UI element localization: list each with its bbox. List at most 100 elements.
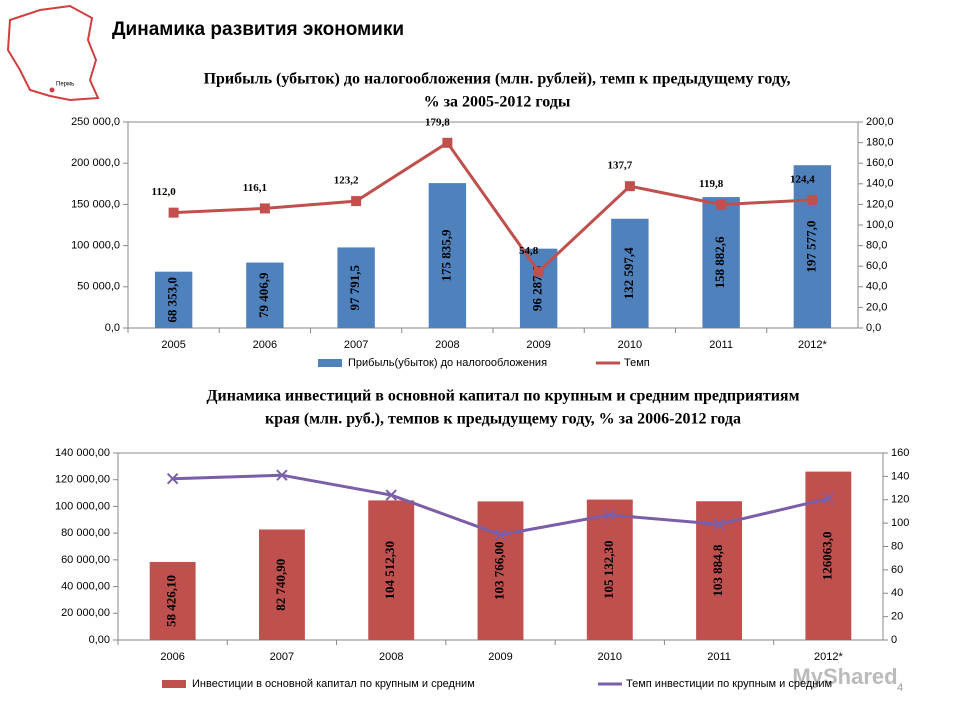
- x-tick-label: 2006: [160, 651, 184, 663]
- line-value-label: 112,0: [152, 186, 177, 198]
- line-marker: [168, 207, 179, 218]
- y2-tick-label: 60,0: [866, 260, 887, 272]
- y2-tick-label: 180,0: [866, 137, 894, 149]
- legend-label: Темп инвестиции по крупным и средним: [626, 678, 832, 690]
- watermark: MyShared: [792, 664, 897, 689]
- line-marker: [713, 518, 725, 531]
- line-marker: [807, 194, 818, 205]
- line-marker: [716, 199, 727, 210]
- bar: [368, 500, 415, 640]
- y-tick-label: 100 000,00: [55, 500, 110, 512]
- y2-tick-label: 20: [891, 611, 903, 623]
- bar-value-label: 197 577,0: [803, 221, 818, 273]
- y2-tick-label: 120: [891, 494, 909, 506]
- bar-value-label: 97 791,5: [347, 264, 362, 310]
- y2-tick-label: 140,0: [866, 178, 894, 190]
- y-tick-label: 140 000,00: [55, 447, 110, 459]
- legend-label: Темп: [624, 357, 650, 369]
- x-tick-label: 2012*: [798, 339, 827, 351]
- slide-title: Динамика развития экономики: [112, 19, 404, 40]
- x-tick-label: 2009: [526, 339, 550, 351]
- line-marker: [276, 469, 288, 481]
- y2-tick-label: 140: [891, 470, 909, 482]
- city-dot: [49, 87, 55, 93]
- y-tick-label: 150 000,0: [71, 198, 120, 210]
- y-tick-label: 250 000,0: [71, 116, 120, 128]
- y2-tick-label: 0: [891, 634, 897, 646]
- legend-label: Инвестиции в основной капитал по крупным…: [192, 678, 475, 690]
- line-value-label: 124,4: [790, 173, 815, 185]
- bar-value-label: 105 132,30: [601, 541, 616, 600]
- line-marker: [494, 529, 507, 541]
- bar-value-label: 82 740,90: [273, 559, 288, 611]
- y2-tick-label: 20,0: [866, 301, 887, 313]
- y-tick-label: 200 000,0: [71, 157, 120, 169]
- y-tick-label: 60 000,00: [61, 554, 110, 566]
- line-marker: [624, 181, 635, 192]
- line-marker: [604, 509, 616, 521]
- y-tick-label: 80 000,00: [61, 527, 110, 539]
- bar: [258, 529, 305, 640]
- bar-value-label: 79 406,9: [256, 272, 271, 318]
- bar-value-label: 104 512,30: [382, 541, 397, 600]
- bar-value-label: 132 597,4: [621, 247, 636, 300]
- line-marker: [351, 196, 362, 207]
- chart-title: % за 2005-2012 годы: [424, 94, 571, 111]
- line-value-label: 119,8: [699, 178, 724, 190]
- line-marker: [385, 489, 397, 501]
- y2-tick-label: 40: [891, 587, 903, 599]
- y-tick-label: 20 000,00: [61, 607, 110, 619]
- x-tick-label: 2010: [598, 651, 622, 663]
- bar: [611, 218, 649, 328]
- y-tick-label: 0,00: [89, 634, 110, 646]
- y2-tick-label: 80,0: [866, 240, 887, 252]
- line-value-label: 179,8: [425, 116, 450, 128]
- y2-tick-label: 80: [891, 540, 903, 552]
- y-tick-label: 100 000,0: [71, 240, 120, 252]
- line-value-label: 54,8: [519, 245, 539, 257]
- y2-tick-label: 120,0: [866, 198, 894, 210]
- chart-title: Динамика инвестиций в основной капитал п…: [207, 388, 800, 405]
- x-tick-label: 2011: [707, 651, 731, 663]
- y2-tick-label: 160,0: [866, 157, 894, 169]
- y-tick-label: 50 000,0: [77, 281, 120, 293]
- x-tick-label: 2011: [709, 339, 733, 351]
- line-marker: [442, 137, 453, 148]
- bar: [337, 247, 375, 328]
- y2-tick-label: 40,0: [866, 281, 887, 293]
- y2-tick-label: 0,0: [866, 322, 881, 334]
- bar: [702, 197, 740, 328]
- y2-tick-label: 100,0: [866, 219, 894, 231]
- line-marker: [533, 266, 544, 277]
- x-tick-label: 2005: [161, 339, 185, 351]
- x-tick-label: 2010: [618, 339, 642, 351]
- line-marker: [822, 492, 835, 505]
- map-label: Пермь: [56, 82, 74, 88]
- bar-value-label: 158 882,6: [712, 236, 727, 289]
- page-number: 4: [897, 682, 903, 694]
- y2-tick-label: 60: [891, 564, 903, 576]
- bar-value-label: 175 835,9: [438, 229, 453, 282]
- bar: [149, 561, 196, 640]
- legend-label: Прибыль(убыток) до налогообложения: [348, 357, 547, 369]
- line-value-label: 116,1: [243, 182, 267, 194]
- y2-tick-label: 200,0: [866, 116, 894, 128]
- line-series: [173, 140, 813, 274]
- x-tick-label: 2006: [253, 339, 277, 351]
- bar: [154, 271, 193, 328]
- y2-tick-label: 100: [891, 517, 909, 529]
- chart-title: края (млн. руб.), темпов к предыдущему г…: [265, 411, 741, 428]
- y-tick-label: 0,0: [105, 322, 120, 334]
- x-tick-label: 2007: [344, 339, 368, 351]
- region-map: [6, 4, 100, 102]
- x-tick-label: 2008: [379, 651, 403, 663]
- legend-swatch: [162, 680, 186, 688]
- x-tick-label: 2012*: [814, 651, 843, 663]
- legend-swatch: [318, 359, 342, 367]
- bar-value-label: 58 426,10: [164, 575, 179, 627]
- line-value-label: 123,2: [334, 175, 359, 187]
- plot-frame: [127, 121, 859, 329]
- line-value-label: 137,7: [608, 160, 633, 172]
- bar: [428, 183, 467, 328]
